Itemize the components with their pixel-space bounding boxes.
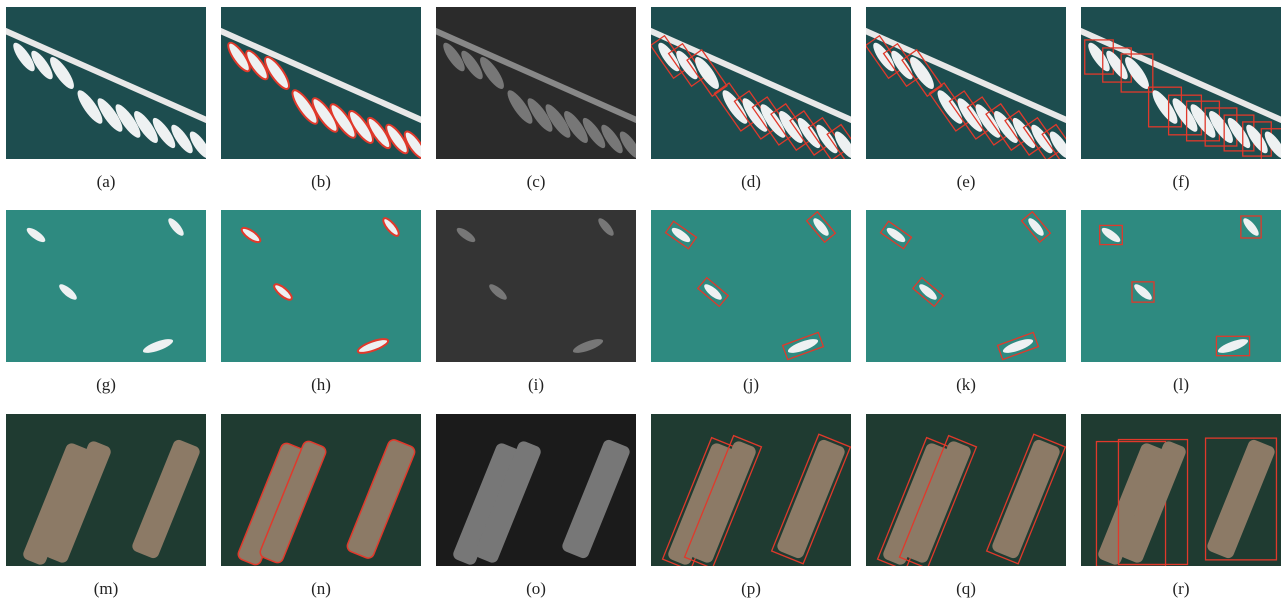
- image-panel: [1081, 210, 1281, 362]
- caption: (j): [743, 375, 759, 394]
- caption: (q): [956, 579, 976, 598]
- image-panel: [221, 414, 421, 566]
- image-panel: [1, 7, 214, 161]
- caption: (d): [741, 172, 761, 191]
- caption: (b): [311, 172, 331, 191]
- image-panel: [1076, 7, 1283, 161]
- caption: (p): [741, 579, 761, 598]
- image-panel: [1081, 414, 1281, 566]
- figure: (a) (b) (c) (d) (e) (f) (g) (h) (i) (j) (k) (l) (m) (…: [0, 0, 1283, 604]
- image-panel: [436, 414, 636, 566]
- caption: (k): [956, 375, 976, 394]
- image-panel: [221, 210, 421, 362]
- image-panel: [216, 7, 429, 161]
- caption: (c): [527, 172, 546, 191]
- image-panel: [866, 210, 1066, 362]
- image-panel: [861, 7, 1078, 165]
- caption: (r): [1173, 579, 1190, 598]
- caption: (e): [957, 172, 976, 191]
- image-panel: [651, 210, 851, 362]
- image-panel: [866, 414, 1066, 570]
- caption: (f): [1173, 172, 1190, 191]
- image-panel: [436, 210, 636, 362]
- caption: (h): [311, 375, 331, 394]
- caption: (n): [311, 579, 331, 598]
- image-panel: [6, 414, 206, 566]
- caption: (i): [528, 375, 544, 394]
- image-panel: [431, 7, 644, 161]
- caption: (a): [97, 172, 116, 191]
- caption: (g): [96, 375, 116, 394]
- caption: (o): [526, 579, 546, 598]
- image-panel: [651, 414, 851, 570]
- caption: (m): [94, 579, 119, 598]
- image-panel: [6, 210, 206, 362]
- caption: (l): [1173, 375, 1189, 394]
- image-panel: [646, 7, 863, 165]
- page: (a) (b) (c) (d) (e) (f) (g) (h) (i) (j) (k) (l) (m) (…: [0, 0, 1283, 604]
